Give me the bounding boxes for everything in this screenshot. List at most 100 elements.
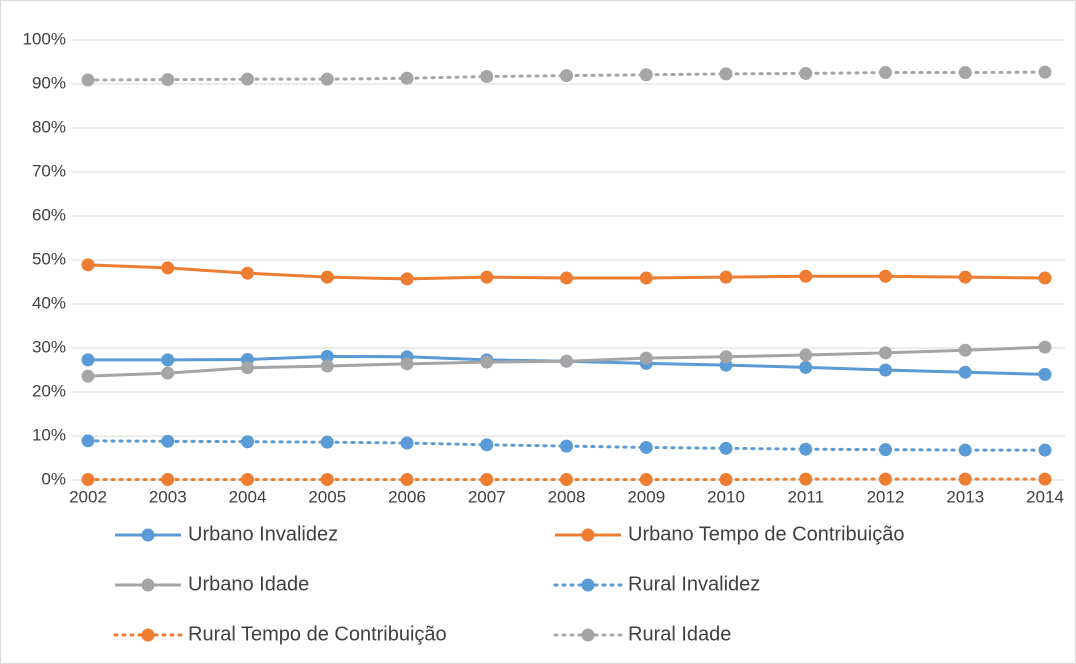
legend-marker [581, 628, 595, 642]
data-point [400, 436, 414, 450]
x-tick-label: 2010 [707, 487, 745, 506]
data-point [799, 360, 813, 374]
data-point [560, 439, 573, 453]
legend-marker [141, 628, 155, 642]
data-point [241, 72, 254, 86]
x-tick-label: 2012 [867, 487, 905, 506]
data-point [241, 435, 254, 449]
data-point [320, 435, 334, 449]
y-tick-label: 100% [23, 29, 66, 48]
x-tick-label: 2008 [548, 487, 586, 506]
data-point [639, 68, 653, 82]
data-point [400, 357, 414, 371]
data-point [161, 73, 175, 87]
data-point [161, 434, 175, 448]
data-point [958, 270, 972, 284]
data-point [799, 472, 813, 486]
y-tick-label: 90% [32, 73, 66, 92]
data-point [1038, 65, 1052, 79]
data-point [81, 473, 95, 487]
data-point [161, 353, 175, 367]
y-tick-label: 60% [32, 205, 66, 224]
data-point [81, 353, 95, 367]
data-point [1038, 271, 1052, 285]
data-point [958, 66, 972, 80]
legend-marker [581, 528, 595, 542]
legend-marker [141, 578, 155, 592]
legend-marker [581, 578, 595, 592]
data-point [320, 359, 334, 373]
legend-label: Rural Idade [628, 623, 731, 645]
data-point [400, 473, 414, 487]
data-point [639, 440, 653, 454]
data-point [560, 69, 573, 83]
y-tick-label: 30% [32, 337, 66, 356]
data-point [480, 473, 494, 487]
legend-label: Urbano Invalidez [188, 523, 338, 545]
y-tick-label: 50% [32, 249, 66, 268]
data-point [161, 366, 175, 380]
data-point [639, 271, 653, 285]
data-point [879, 472, 892, 486]
data-point [241, 473, 254, 487]
legend-marker [141, 528, 155, 542]
data-point [480, 70, 494, 84]
data-point [320, 473, 334, 487]
data-point [958, 365, 972, 379]
x-tick-label: 2003 [149, 487, 187, 506]
data-point [879, 346, 892, 360]
data-point [320, 72, 334, 86]
data-point [879, 363, 892, 377]
data-point [400, 272, 414, 286]
data-point [958, 343, 972, 357]
data-point [799, 442, 813, 456]
data-point [560, 473, 573, 487]
data-point [1038, 367, 1052, 381]
data-point [799, 348, 813, 362]
data-point [560, 354, 573, 368]
y-tick-label: 20% [32, 381, 66, 400]
data-point [1038, 340, 1052, 354]
data-point [480, 438, 494, 452]
data-point [1038, 443, 1052, 457]
data-point [560, 271, 573, 285]
x-tick-label: 2013 [946, 487, 984, 506]
legend-label: Urbano Tempo de Contribuição [628, 523, 904, 545]
legend-label: Rural Tempo de Contribuição [188, 623, 447, 645]
y-tick-label: 0% [41, 469, 66, 488]
x-tick-label: 2007 [468, 487, 506, 506]
data-point [719, 270, 733, 284]
data-point [161, 261, 175, 275]
data-point [879, 443, 892, 457]
data-point [639, 473, 653, 487]
data-point [320, 270, 334, 284]
x-tick-label: 2005 [308, 487, 346, 506]
data-point [719, 473, 733, 487]
data-point [958, 443, 972, 457]
y-tick-label: 40% [32, 293, 66, 312]
x-tick-label: 2014 [1026, 487, 1064, 506]
data-point [879, 269, 892, 283]
x-tick-label: 2004 [229, 487, 267, 506]
data-point [719, 350, 733, 364]
y-tick-label: 10% [32, 425, 66, 444]
data-point [81, 73, 95, 87]
data-point [719, 441, 733, 455]
x-tick-label: 2011 [787, 487, 824, 506]
data-point [958, 472, 972, 486]
data-point [719, 67, 733, 81]
data-point [241, 361, 254, 375]
x-tick-label: 2009 [627, 487, 665, 506]
y-tick-label: 70% [32, 161, 66, 180]
data-point [320, 349, 334, 363]
data-point [241, 266, 254, 280]
data-point [81, 258, 95, 272]
legend-label: Rural Invalidez [628, 573, 760, 595]
data-point [480, 270, 494, 284]
y-tick-label: 80% [32, 117, 66, 136]
data-point [161, 473, 175, 487]
data-point [799, 269, 813, 283]
legend-label: Urbano Idade [188, 573, 309, 595]
data-point [639, 351, 653, 365]
